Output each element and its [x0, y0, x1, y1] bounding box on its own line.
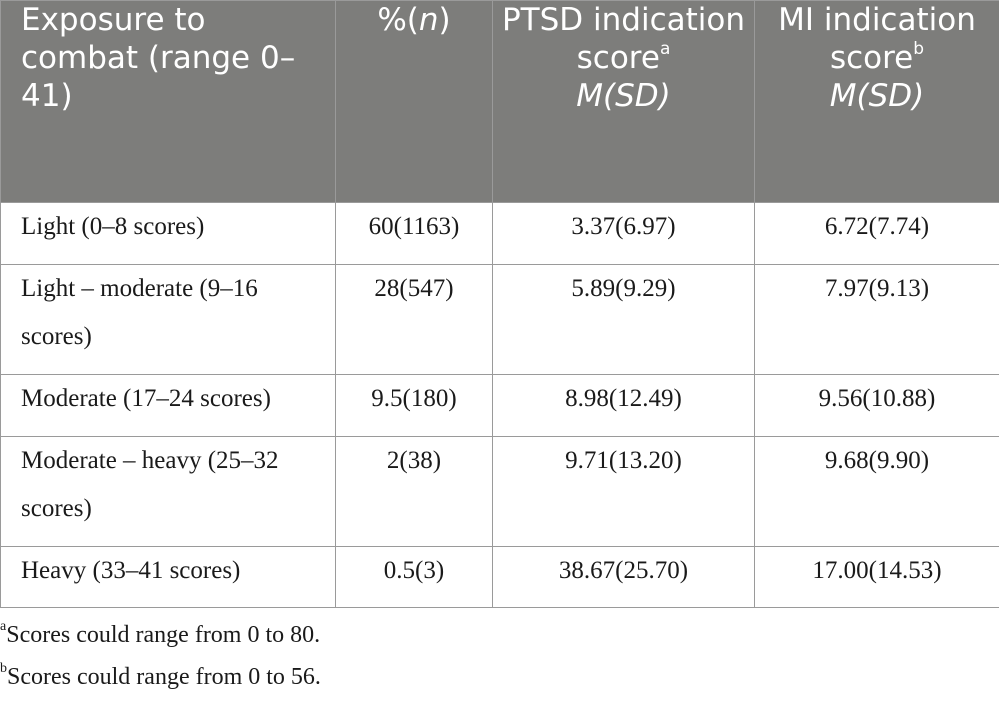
header-mi-footnote-marker: b	[913, 38, 925, 59]
header-ptsd-footnote-marker: a	[659, 38, 671, 59]
header-mi: MI indication scoreb M(SD)	[754, 0, 999, 203]
combat-exposure-table: Exposure to combat (range 0–41) %(n) PTS…	[0, 0, 999, 608]
table-row: Moderate (17–24 scores) 9.5(180) 8.98(12…	[0, 374, 999, 437]
header-percent: %(n)	[335, 0, 493, 203]
cell-percent: 60(1163)	[335, 202, 493, 265]
footnote-marker: a	[0, 619, 7, 634]
table-row: Heavy (33–41 scores) 0.5(3) 38.67(25.70)…	[0, 546, 999, 608]
header-ptsd-label: PTSD indication score	[501, 2, 745, 76]
cell-ptsd: 9.71(13.20)	[492, 436, 755, 547]
header-mi-stat: M(SD)	[829, 78, 925, 114]
header-percent-n: n	[418, 2, 439, 38]
footnote-a: aScores could range from 0 to 80.	[0, 619, 321, 649]
cell-mi: 9.56(10.88)	[754, 374, 999, 437]
cell-mi: 9.68(9.90)	[754, 436, 999, 547]
header-exposure-text: Exposure to combat (range 0–41)	[21, 2, 296, 114]
cell-exposure: Light (0–8 scores)	[0, 202, 336, 265]
cell-exposure: Heavy (33–41 scores)	[0, 546, 336, 608]
cell-mi: 6.72(7.74)	[754, 202, 999, 265]
header-ptsd: PTSD indication scorea M(SD)	[492, 0, 755, 203]
header-row: Exposure to combat (range 0–41) %(n) PTS…	[0, 0, 999, 203]
footnote-marker: b	[0, 661, 7, 676]
header-mi-label: MI indication score	[778, 2, 976, 76]
cell-percent: 9.5(180)	[335, 374, 493, 437]
cell-exposure: Moderate – heavy (25–32 scores)	[0, 436, 336, 547]
cell-percent: 2(38)	[335, 436, 493, 547]
cell-percent: 28(547)	[335, 264, 493, 375]
cell-exposure: Light – moderate (9–16 scores)	[0, 264, 336, 375]
table-row: Light (0–8 scores) 60(1163) 3.37(6.97) 6…	[0, 202, 999, 265]
cell-ptsd: 3.37(6.97)	[492, 202, 755, 265]
table-row: Light – moderate (9–16 scores) 28(547) 5…	[0, 264, 999, 375]
cell-mi: 17.00(14.53)	[754, 546, 999, 608]
footnote-text: Scores could range from 0 to 80.	[6, 622, 321, 648]
cell-ptsd: 5.89(9.29)	[492, 264, 755, 375]
cell-percent: 0.5(3)	[335, 546, 493, 608]
cell-mi: 7.97(9.13)	[754, 264, 999, 375]
footnote-b: bScores could range from 0 to 56.	[0, 661, 321, 691]
header-exposure: Exposure to combat (range 0–41)	[0, 0, 336, 203]
cell-ptsd: 8.98(12.49)	[492, 374, 755, 437]
header-ptsd-stat: M(SD)	[576, 78, 671, 114]
table-row: Moderate – heavy (25–32 scores) 2(38) 9.…	[0, 436, 999, 547]
cell-ptsd: 38.67(25.70)	[492, 546, 755, 608]
footnote-text: Scores could range from 0 to 56.	[7, 664, 321, 690]
cell-exposure: Moderate (17–24 scores)	[0, 374, 336, 437]
